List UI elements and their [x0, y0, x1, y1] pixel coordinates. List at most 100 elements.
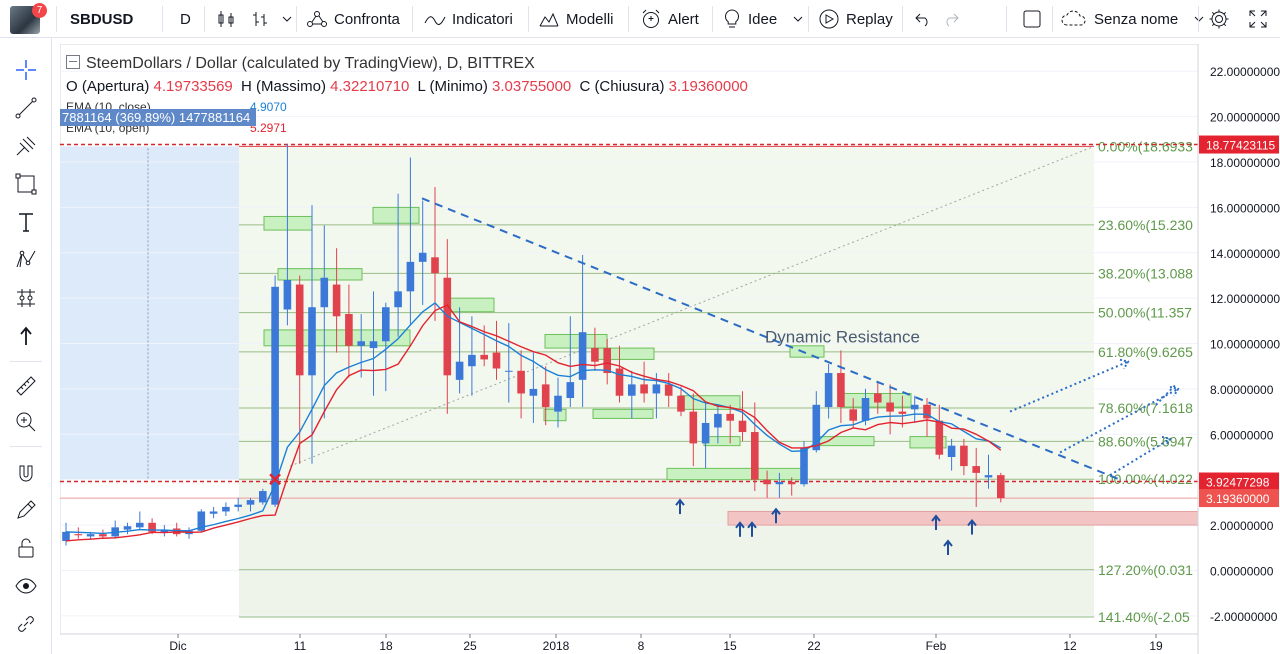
fullscreen-button[interactable]: [1248, 0, 1268, 38]
alert-label: Alert: [668, 10, 699, 28]
price-tick-label: 18.00000000: [1210, 156, 1280, 170]
candle-body: [972, 466, 980, 473]
time-tick-label: 8: [638, 639, 645, 653]
pattern-tool[interactable]: [13, 249, 39, 275]
candle-body: [62, 531, 70, 541]
zoom-tool[interactable]: [13, 411, 39, 437]
consolidation-box: [789, 345, 825, 358]
price-tick-label: 12.00000000: [1210, 292, 1280, 306]
projection-arrow-head: [1161, 435, 1172, 447]
candle-body: [99, 534, 107, 537]
candle-body: [849, 409, 857, 421]
indicators-button[interactable]: Indicatori: [424, 0, 513, 38]
close-value: 3.19360000: [668, 78, 748, 95]
up-arrow-marker-head: [735, 521, 745, 529]
price-chart[interactable]: 0.00%(18.6933 23.60%(15.230 38.20%(13.088 5…: [60, 44, 1280, 654]
symbol-search-button[interactable]: SBDUSD: [70, 10, 134, 28]
arrow-tool[interactable]: [13, 325, 39, 351]
consolidation-box: [445, 297, 495, 313]
crosshair-tool[interactable]: [13, 59, 39, 85]
candle-body: [812, 404, 821, 451]
candle-body: [505, 370, 513, 372]
cloud-icon: [1060, 9, 1088, 29]
drawing-mode-tool[interactable]: [13, 499, 39, 525]
candle-body: [824, 373, 833, 408]
candle-body: [369, 341, 378, 349]
candle-body: [935, 420, 944, 455]
toolbar-divider: [712, 6, 713, 32]
interval-button[interactable]: D: [180, 10, 191, 28]
candle-body: [283, 280, 292, 310]
toolbar-divider: [628, 6, 629, 32]
ema-open-line: [65, 304, 1002, 542]
candles-style-button[interactable]: [216, 0, 236, 38]
redo-button[interactable]: [942, 0, 960, 38]
notification-badge[interactable]: 7: [32, 3, 47, 18]
time-tick-label: 11: [294, 639, 307, 653]
chart-title[interactable]: SteemDollars / Dollar (calculated by Tra…: [86, 55, 535, 72]
price-tick-label: 0.00000000: [1210, 564, 1274, 578]
remove-drawings-tool[interactable]: [13, 613, 39, 639]
templates-icon: [538, 9, 560, 29]
templates-label: Modelli: [566, 10, 614, 28]
legend-title-row: SteemDollars / Dollar (calculated by Tra…: [66, 55, 535, 73]
consolidation-box: [372, 206, 420, 224]
candle-body: [160, 529, 169, 534]
lock-tool[interactable]: [13, 537, 39, 563]
fib-level-label: 61.80%(9.6265: [1098, 344, 1193, 360]
templates-button[interactable]: Modelli: [538, 0, 614, 38]
candle-body: [345, 314, 353, 346]
candle-body: [455, 361, 464, 380]
alert-button[interactable]: Alert: [640, 0, 699, 38]
visibility-tool[interactable]: [13, 575, 39, 601]
redo-icon: [942, 11, 960, 27]
expand-icon: [1248, 9, 1268, 29]
candle-body: [259, 491, 267, 503]
trend-line-tool[interactable]: [13, 97, 39, 123]
compare-icon: [306, 9, 328, 29]
lightbulb-icon: [722, 8, 742, 30]
replay-button[interactable]: Replay: [818, 0, 893, 38]
fib-level-label: 0.00%(18.6933: [1098, 138, 1193, 154]
consolidation-box: [813, 436, 875, 447]
candle-body: [984, 475, 993, 478]
ideas-button[interactable]: Idee: [722, 0, 803, 38]
consolidation-box: [277, 268, 363, 281]
measure-tool[interactable]: [13, 375, 39, 401]
settings-button[interactable]: [1208, 0, 1230, 38]
alarm-clock-icon: [640, 8, 662, 30]
hide-legend-icon[interactable]: [66, 55, 80, 69]
candle-body: [492, 352, 501, 369]
undo-icon: [914, 11, 932, 27]
ema-open-value: 5.2971: [250, 121, 287, 135]
price-label-text: 18.77423115: [1206, 139, 1276, 153]
price-tick-label: -2.00000000: [1210, 610, 1278, 624]
prediction-tool[interactable]: [13, 287, 39, 313]
bars-icon: [250, 9, 270, 29]
undo-button[interactable]: [914, 0, 932, 38]
fib-tool[interactable]: [13, 135, 39, 161]
forecast-icon: [14, 286, 38, 315]
ema-close-value: 4.9070: [250, 100, 287, 114]
magnet-tool[interactable]: [13, 463, 39, 489]
candle-body: [148, 522, 156, 532]
toolbar-divider: [528, 6, 529, 32]
zoom-in-icon: [14, 410, 38, 439]
dynamic-resistance-label: Dynamic Resistance: [765, 328, 920, 347]
layout-name-button[interactable]: Senza nome: [1060, 0, 1204, 38]
candle-body: [751, 432, 759, 480]
chart-pane[interactable]: 0.00%(18.6933 23.60%(15.230 38.20%(13.088 5…: [60, 44, 1280, 654]
compare-button[interactable]: Confronta: [306, 0, 400, 38]
text-tool[interactable]: [13, 211, 39, 237]
price-label-text: 3.92477298: [1206, 476, 1270, 490]
candle-body: [357, 341, 365, 346]
bar-style-button[interactable]: [250, 0, 292, 38]
fullscreen-layout-button[interactable]: [1022, 0, 1042, 38]
projection-arrow-head: [1119, 358, 1130, 370]
time-tick-label: 22: [807, 639, 821, 653]
up-arrow-marker-head: [967, 518, 977, 527]
low-value: 3.03755000: [492, 78, 572, 95]
gear-icon: [1208, 8, 1230, 30]
shape-tool[interactable]: [13, 173, 39, 199]
candle-body: [468, 354, 476, 367]
